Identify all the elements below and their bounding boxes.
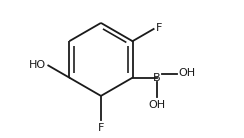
Text: F: F [156, 23, 162, 33]
Text: OH: OH [178, 68, 195, 78]
Text: OH: OH [148, 100, 165, 110]
Text: F: F [98, 124, 104, 133]
Text: B: B [153, 73, 161, 83]
Text: HO: HO [29, 60, 46, 71]
